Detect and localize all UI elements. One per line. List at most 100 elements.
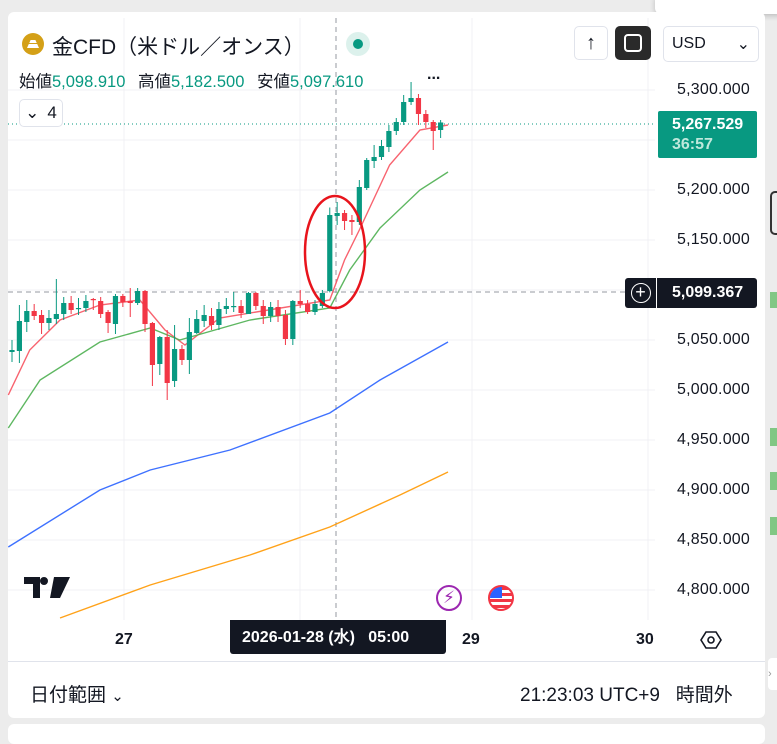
candle [371, 145, 377, 168]
candle-body [231, 306, 237, 308]
crosshair-time-label: 2026-01-28 (水) 05:00 [230, 620, 446, 654]
candle [393, 118, 399, 135]
candle [9, 340, 15, 362]
annotation-ellipse[interactable] [303, 194, 367, 310]
candle [53, 279, 59, 324]
candle-body [319, 293, 325, 306]
candle-body [98, 301, 104, 314]
price-tick: 5,000.000 [677, 381, 750, 398]
chart-card [8, 12, 765, 718]
candle [305, 300, 311, 314]
candle [112, 294, 119, 334]
candle-body [142, 291, 148, 324]
candle-body [179, 349, 185, 360]
chevron-down-icon: ⌄ [111, 688, 124, 705]
lightning-event-icon[interactable]: ⚡ [436, 585, 462, 611]
side-bar [770, 428, 777, 446]
tradingview-logo[interactable] [24, 577, 72, 599]
candle [275, 300, 281, 322]
candle-body [356, 187, 362, 222]
symbol-title[interactable]: 金CFD（米ドル／オンス） [52, 36, 305, 59]
candle-body [38, 315, 45, 323]
settings-icon[interactable] [700, 630, 722, 650]
currency-value: USD [672, 35, 706, 52]
candle [253, 292, 259, 310]
candle-body [238, 306, 244, 313]
us-flag-event-icon[interactable] [488, 585, 514, 611]
last-price-value: 5,267.529 [672, 116, 744, 133]
price-tick: 5,150.000 [677, 231, 750, 248]
market-status-icon[interactable] [346, 32, 370, 56]
candle [438, 120, 444, 138]
side-bar [770, 292, 777, 308]
candle-body [194, 319, 200, 333]
clock-time: 21:23:03 UTC+9 [520, 685, 660, 706]
scroll-to-latest-button[interactable]: ↑ [574, 26, 608, 60]
candle [186, 318, 192, 374]
expand-panel-handle[interactable]: › [768, 658, 777, 690]
add-alert-button[interactable]: + [625, 278, 656, 308]
candle [157, 336, 163, 375]
more-button[interactable]: ... [427, 66, 441, 83]
candle [127, 288, 133, 317]
time-tick: 27 [115, 631, 133, 648]
time-tick: 30 [636, 631, 654, 648]
candle-body [68, 303, 74, 310]
candle [171, 325, 178, 387]
candle [46, 310, 52, 330]
open-value: 5,098.910 [52, 73, 126, 91]
candle-body [171, 349, 178, 381]
candle-body [378, 146, 385, 157]
candle [364, 158, 370, 190]
candle-body [312, 304, 318, 312]
low-label: 安値 [257, 73, 290, 91]
candle-body [83, 301, 89, 308]
candle [179, 345, 185, 365]
indicators-toggle-button[interactable]: ⌄ 4 [19, 99, 63, 127]
candle-body [157, 337, 163, 364]
candle-body [16, 321, 22, 351]
candle [282, 310, 289, 345]
candle [135, 288, 141, 305]
candle [16, 305, 22, 363]
candle [61, 297, 67, 320]
price-tick: 4,950.000 [677, 431, 750, 448]
candle [327, 207, 333, 293]
candle-body [186, 332, 192, 360]
session-status: 時間外 [675, 685, 733, 706]
candle-body [164, 337, 170, 383]
candle [268, 302, 274, 322]
candle-body [290, 301, 296, 339]
candle-body [305, 304, 311, 312]
candle-body [341, 213, 348, 221]
moving-average-line [7, 341, 449, 548]
candle [378, 140, 385, 160]
candle-body [223, 306, 229, 309]
candle-body [349, 220, 355, 222]
candle-body [24, 311, 30, 322]
side-panel-button[interactable] [770, 191, 777, 235]
fullscreen-button[interactable] [615, 26, 651, 60]
candle-body [260, 306, 266, 316]
candle [142, 290, 148, 332]
moving-average-line [7, 171, 449, 429]
divider [8, 661, 765, 662]
candle [223, 298, 229, 314]
candle-body [327, 215, 333, 292]
candle-body [61, 303, 67, 314]
candle-body [430, 122, 436, 131]
candle-body [401, 102, 407, 122]
side-bar [770, 517, 777, 535]
candle [408, 82, 414, 105]
clock-timezone[interactable]: 21:23:03 UTC+9 時間外 [520, 680, 733, 707]
candle-body [127, 301, 133, 303]
candle [201, 305, 207, 327]
gold-icon [22, 33, 44, 55]
candle [90, 298, 96, 310]
currency-select[interactable]: USD ⌄ [663, 26, 759, 62]
candle-body [9, 350, 15, 352]
grid [8, 18, 655, 620]
candle [75, 298, 82, 315]
date-range-button[interactable]: 日付範囲 ⌄ [30, 680, 124, 707]
